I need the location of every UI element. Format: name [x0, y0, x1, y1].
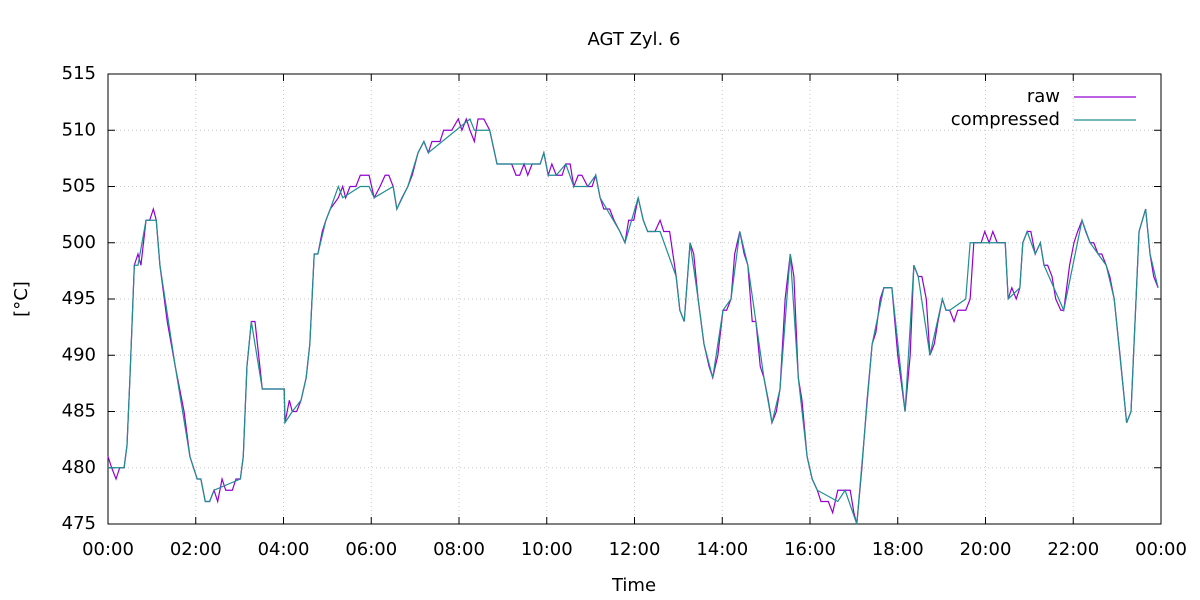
y-tick-label: 485: [62, 401, 96, 422]
x-tick-label: 12:00: [609, 539, 661, 560]
plot-border: [107, 73, 1162, 525]
legend-label: compressed: [951, 109, 1060, 130]
line-series: [107, 117, 1159, 525]
x-tick-label: 18:00: [872, 539, 924, 560]
x-tick-label: 14:00: [696, 539, 748, 560]
x-tick-label: 00:00: [82, 539, 134, 560]
x-tick-label: 06:00: [345, 539, 397, 560]
x-tick-label: 04:00: [258, 539, 310, 560]
x-tick-label: 00:00: [1135, 539, 1187, 560]
y-tick-label: 490: [62, 344, 96, 365]
x-tick-label: 16:00: [784, 539, 836, 560]
line-series: [108, 118, 1159, 525]
x-tick-label: 02:00: [170, 539, 222, 560]
y-tick-label: 475: [62, 513, 96, 534]
x-tick-label: 08:00: [433, 539, 485, 560]
x-tick-label: 10:00: [521, 539, 573, 560]
y-tick-label: 500: [62, 232, 96, 253]
x-tick-label: 20:00: [960, 539, 1012, 560]
chart-title: AGT Zyl. 6: [588, 29, 681, 50]
x-axis-label: Time: [611, 575, 656, 596]
y-tick-label: 495: [62, 288, 96, 309]
y-tick-label: 505: [62, 176, 96, 197]
y-tick-label: 515: [62, 63, 96, 84]
x-tick-label: 22:00: [1047, 539, 1099, 560]
y-axis-label: [°C]: [11, 281, 32, 317]
legend-label: raw: [1027, 86, 1060, 107]
y-tick-label: 480: [62, 457, 96, 478]
y-tick-label: 510: [62, 119, 96, 140]
